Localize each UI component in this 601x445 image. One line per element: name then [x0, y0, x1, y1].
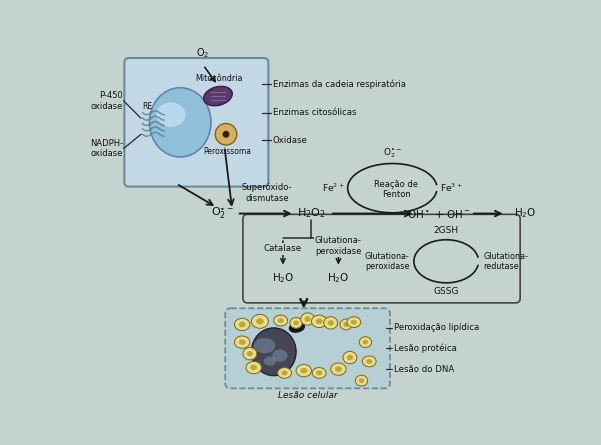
Ellipse shape	[293, 320, 299, 325]
FancyBboxPatch shape	[225, 308, 390, 388]
Ellipse shape	[272, 349, 288, 362]
Ellipse shape	[359, 378, 364, 383]
Ellipse shape	[264, 356, 276, 366]
Ellipse shape	[366, 359, 373, 364]
Text: RE: RE	[142, 102, 152, 111]
Ellipse shape	[234, 336, 250, 348]
Text: Peroxidação lipídica: Peroxidação lipídica	[394, 323, 479, 332]
Text: H$_2$O: H$_2$O	[327, 271, 350, 285]
Ellipse shape	[362, 340, 368, 344]
Text: Peroxissoma: Peroxissoma	[204, 147, 252, 156]
Ellipse shape	[239, 322, 246, 327]
Ellipse shape	[290, 318, 302, 328]
Ellipse shape	[251, 315, 269, 328]
Ellipse shape	[278, 368, 291, 378]
Ellipse shape	[340, 319, 352, 330]
Ellipse shape	[251, 328, 296, 376]
Ellipse shape	[234, 318, 250, 331]
Ellipse shape	[246, 361, 261, 374]
Text: Glutationa-
redutase: Glutationa- redutase	[483, 251, 528, 271]
Text: GSSG: GSSG	[433, 287, 459, 296]
Text: Fe$^{2+}$: Fe$^{2+}$	[322, 182, 344, 194]
Ellipse shape	[281, 371, 288, 376]
Ellipse shape	[351, 320, 357, 324]
Ellipse shape	[243, 348, 257, 360]
Ellipse shape	[247, 351, 253, 356]
Ellipse shape	[362, 356, 376, 367]
Ellipse shape	[311, 315, 327, 328]
Ellipse shape	[300, 368, 307, 373]
Text: Lesão protéica: Lesão protéica	[394, 344, 457, 353]
Text: Oxidase: Oxidase	[273, 136, 308, 145]
Ellipse shape	[204, 86, 232, 106]
Text: Lesão celular: Lesão celular	[278, 392, 337, 401]
Text: OH$^\bullet$ + OH$^-$: OH$^\bullet$ + OH$^-$	[407, 207, 471, 219]
Ellipse shape	[343, 352, 357, 364]
Text: Lesão do DNA: Lesão do DNA	[394, 364, 454, 374]
Text: Mitocôndria: Mitocôndria	[196, 74, 243, 83]
Text: Reação de
Fenton: Reação de Fenton	[374, 180, 418, 199]
Ellipse shape	[256, 318, 264, 324]
Ellipse shape	[305, 316, 311, 322]
Ellipse shape	[359, 337, 371, 348]
Ellipse shape	[278, 318, 284, 323]
Ellipse shape	[156, 102, 186, 127]
Text: Superóxido-
dismutase: Superóxido- dismutase	[242, 183, 293, 203]
Ellipse shape	[273, 315, 288, 326]
FancyBboxPatch shape	[124, 58, 269, 186]
Text: NADPH-
oxidase: NADPH- oxidase	[90, 139, 123, 158]
Text: O$_2^{\bullet-}$: O$_2^{\bullet-}$	[212, 206, 234, 221]
Ellipse shape	[355, 375, 368, 386]
Ellipse shape	[343, 322, 349, 327]
Circle shape	[222, 131, 230, 138]
Text: O$_2^{\bullet-}$: O$_2^{\bullet-}$	[383, 146, 402, 160]
Ellipse shape	[347, 355, 353, 360]
Text: H$_2$O$_2$: H$_2$O$_2$	[297, 206, 326, 220]
Text: H$_2$O: H$_2$O	[514, 206, 537, 220]
Ellipse shape	[300, 313, 314, 325]
Text: Catalase: Catalase	[264, 244, 302, 254]
Text: Glutationa-
peroxidase: Glutationa- peroxidase	[315, 236, 362, 255]
Text: 2GSH: 2GSH	[434, 226, 459, 235]
Text: Enzimas da cadeia respiratória: Enzimas da cadeia respiratória	[273, 79, 406, 89]
Ellipse shape	[254, 338, 275, 353]
Text: Enzimas citosólicas: Enzimas citosólicas	[273, 108, 356, 117]
Ellipse shape	[289, 323, 305, 332]
Ellipse shape	[239, 340, 246, 345]
Ellipse shape	[331, 363, 346, 375]
Ellipse shape	[250, 365, 257, 370]
Text: P-450
oxidase: P-450 oxidase	[91, 91, 123, 110]
Text: Fe$^{3+}$: Fe$^{3+}$	[440, 182, 463, 194]
Ellipse shape	[316, 319, 323, 324]
Text: O$_2$: O$_2$	[197, 46, 210, 60]
Ellipse shape	[296, 364, 311, 377]
Ellipse shape	[313, 368, 326, 378]
Text: Glutationa-
peroxidase: Glutationa- peroxidase	[364, 251, 409, 271]
Ellipse shape	[347, 317, 361, 328]
Ellipse shape	[324, 317, 338, 329]
Ellipse shape	[316, 371, 322, 376]
Circle shape	[215, 123, 237, 145]
Text: H$_2$O: H$_2$O	[272, 271, 294, 285]
Ellipse shape	[328, 320, 334, 326]
Ellipse shape	[335, 366, 342, 372]
Ellipse shape	[150, 88, 211, 157]
